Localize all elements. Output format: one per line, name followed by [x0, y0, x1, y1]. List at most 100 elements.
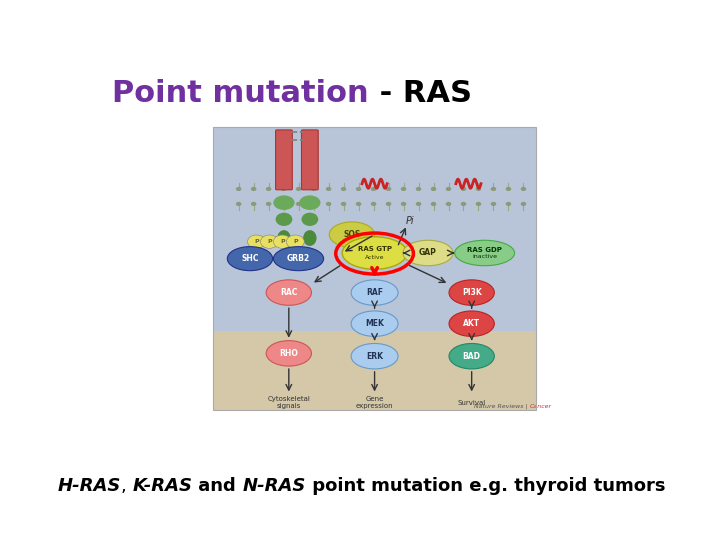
Circle shape: [356, 187, 361, 191]
Ellipse shape: [455, 240, 515, 266]
Circle shape: [415, 187, 421, 191]
Circle shape: [446, 202, 451, 206]
Bar: [213, 127, 536, 330]
Text: Cytoskeletal
signals: Cytoskeletal signals: [267, 396, 310, 409]
Text: RAC: RAC: [280, 288, 297, 297]
Text: SHC: SHC: [241, 254, 258, 263]
Circle shape: [371, 187, 377, 191]
Text: - RAS: - RAS: [369, 79, 472, 109]
Circle shape: [401, 187, 406, 191]
Ellipse shape: [277, 230, 291, 246]
Circle shape: [287, 235, 305, 248]
Ellipse shape: [449, 280, 495, 305]
Circle shape: [505, 202, 511, 206]
Text: K-RAS: K-RAS: [132, 477, 192, 495]
Bar: [213, 127, 536, 410]
Circle shape: [325, 187, 331, 191]
Circle shape: [401, 202, 406, 206]
Circle shape: [281, 202, 287, 206]
Ellipse shape: [329, 222, 374, 247]
Text: GAP: GAP: [419, 248, 437, 258]
FancyBboxPatch shape: [276, 130, 292, 190]
Ellipse shape: [351, 343, 398, 369]
Text: Active: Active: [365, 255, 384, 260]
Text: ERK: ERK: [366, 352, 383, 361]
Circle shape: [476, 202, 481, 206]
Circle shape: [296, 202, 302, 206]
Text: Gene
expression: Gene expression: [356, 396, 393, 409]
Circle shape: [386, 187, 392, 191]
Circle shape: [491, 202, 496, 206]
Text: H-RAS: H-RAS: [58, 477, 121, 495]
Circle shape: [281, 187, 287, 191]
Ellipse shape: [403, 240, 453, 266]
Ellipse shape: [228, 247, 273, 271]
Circle shape: [325, 202, 331, 206]
Circle shape: [521, 187, 526, 191]
Circle shape: [311, 202, 316, 206]
Ellipse shape: [274, 195, 294, 210]
Text: P: P: [293, 239, 297, 244]
Circle shape: [266, 187, 271, 191]
Text: Point mutation: Point mutation: [112, 79, 369, 109]
Circle shape: [296, 187, 302, 191]
Circle shape: [386, 202, 392, 206]
FancyBboxPatch shape: [302, 130, 318, 190]
Circle shape: [431, 202, 436, 206]
Text: MEK: MEK: [365, 319, 384, 328]
Circle shape: [266, 202, 271, 206]
Circle shape: [371, 202, 377, 206]
Circle shape: [356, 202, 361, 206]
Text: RAF: RAF: [366, 288, 383, 297]
Ellipse shape: [274, 247, 323, 271]
Circle shape: [236, 187, 241, 191]
Circle shape: [491, 187, 496, 191]
Circle shape: [461, 187, 467, 191]
Text: GRB2: GRB2: [287, 254, 310, 263]
Text: P: P: [280, 239, 284, 244]
Circle shape: [236, 202, 241, 206]
Circle shape: [248, 235, 266, 248]
Text: Survival: Survival: [457, 400, 486, 406]
Circle shape: [251, 202, 256, 206]
Circle shape: [431, 187, 436, 191]
Circle shape: [341, 202, 346, 206]
Circle shape: [521, 202, 526, 206]
Ellipse shape: [351, 280, 398, 305]
Circle shape: [341, 187, 346, 191]
Text: AKT: AKT: [463, 319, 480, 328]
Ellipse shape: [351, 311, 398, 336]
Circle shape: [505, 187, 511, 191]
Ellipse shape: [302, 213, 318, 226]
Text: P: P: [267, 239, 271, 244]
Text: N-RAS: N-RAS: [243, 477, 306, 495]
Text: inactive: inactive: [472, 254, 497, 259]
Circle shape: [274, 235, 292, 248]
Text: Pi: Pi: [406, 216, 415, 226]
Text: RAS GTP: RAS GTP: [358, 246, 392, 252]
Ellipse shape: [276, 213, 292, 226]
Circle shape: [311, 187, 316, 191]
Text: RHO: RHO: [279, 349, 298, 358]
Text: PI3K: PI3K: [462, 288, 482, 297]
Bar: [213, 330, 536, 410]
Circle shape: [446, 187, 451, 191]
Text: point mutation e.g. thyroid tumors: point mutation e.g. thyroid tumors: [306, 477, 665, 495]
Ellipse shape: [303, 230, 317, 246]
Ellipse shape: [300, 195, 320, 210]
Ellipse shape: [449, 311, 495, 336]
Text: SOS: SOS: [343, 230, 361, 239]
Text: P: P: [254, 239, 258, 244]
Text: Cancer: Cancer: [529, 403, 552, 408]
Ellipse shape: [266, 341, 312, 366]
Text: RAS GDP: RAS GDP: [467, 247, 502, 253]
Circle shape: [261, 235, 279, 248]
Circle shape: [461, 202, 467, 206]
Text: BAD: BAD: [463, 352, 481, 361]
Circle shape: [251, 187, 256, 191]
Circle shape: [476, 187, 481, 191]
Text: ,: ,: [121, 477, 132, 495]
Text: Nature Reviews |: Nature Reviews |: [474, 403, 529, 408]
Ellipse shape: [342, 237, 407, 269]
Circle shape: [415, 202, 421, 206]
